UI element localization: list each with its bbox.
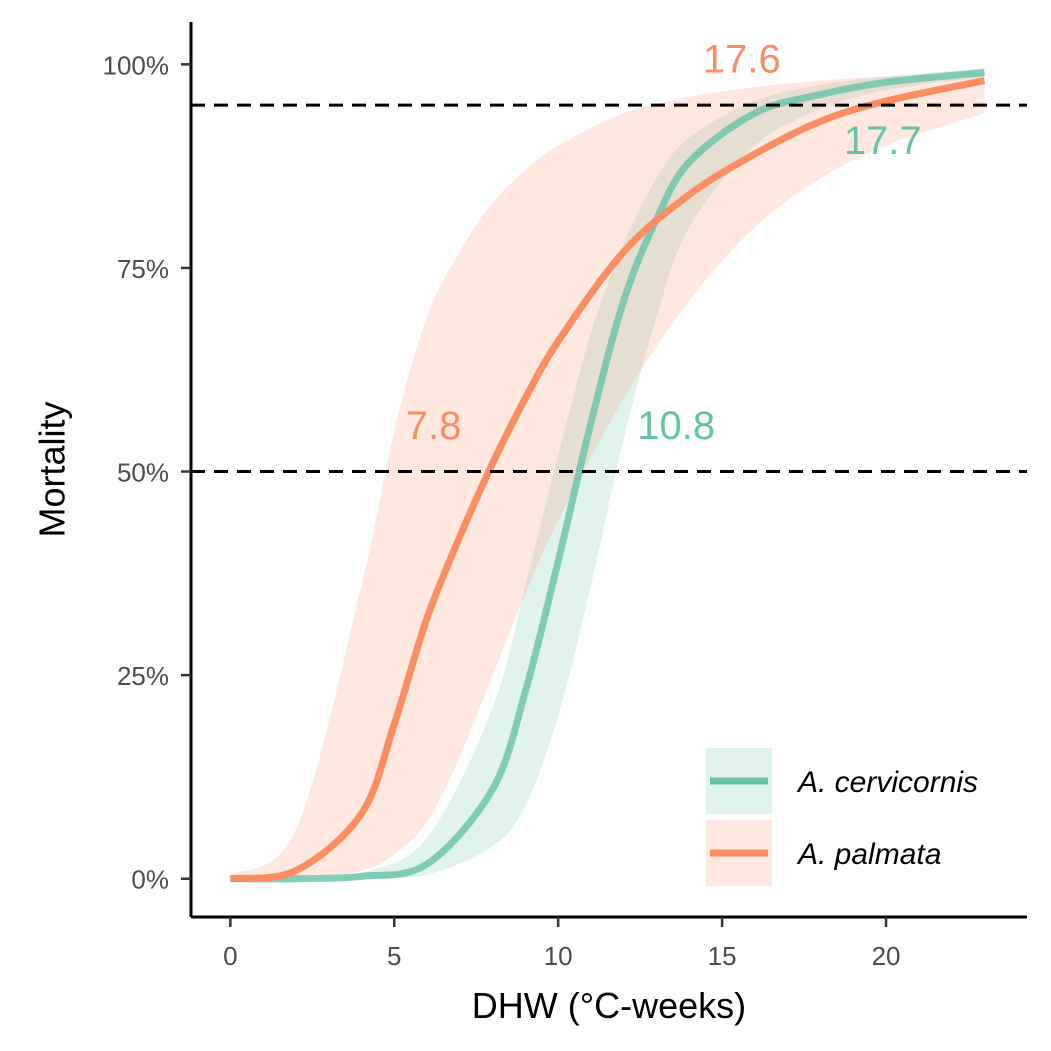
x-tick-label: 20 [872,941,901,971]
legend: A. cervicornis A. palmata [706,748,978,886]
y-tick-label: 0% [131,865,169,895]
x-tick-label: 15 [708,941,737,971]
annotation-label: 17.7 [844,119,922,163]
annotation-label: 10.8 [637,404,715,448]
y-tick-label: 75% [117,254,169,284]
confidence-ribbons [230,68,985,880]
y-axis-title: Mortality [32,401,73,537]
ci-ribbon-0 [230,68,985,880]
ci-ribbon-1 [230,72,985,880]
legend-label: A. palmata [796,838,941,871]
series-line-1 [229,77,986,883]
annotation-label: 7.8 [406,404,462,448]
series-line-0 [230,69,985,883]
y-tick-label: 25% [117,661,169,691]
annotation-label: 17.6 [703,37,781,81]
annotations: 7.8 10.8 17.6 17.7 [406,37,922,447]
series-lines [229,69,986,883]
x-tick-label: 10 [544,941,573,971]
y-tick-label: 100% [103,50,170,80]
legend-label: A. cervicornis [796,766,978,799]
reference-lines [191,103,1027,474]
y-tick-label: 50% [117,458,169,488]
axes: 0 5 10 15 20 0% 25% 50% 75% 100% [103,22,1027,971]
x-tick-label: 0 [223,941,237,971]
x-tick-label: 5 [387,941,401,971]
x-axis-title: DHW (°C-weeks) [472,985,746,1026]
